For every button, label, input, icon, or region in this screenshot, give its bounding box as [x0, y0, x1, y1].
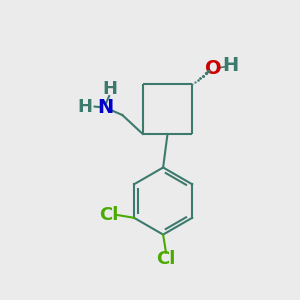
Text: N: N	[97, 98, 113, 117]
Text: Cl: Cl	[100, 206, 119, 224]
Text: H: H	[222, 56, 238, 76]
Text: Cl: Cl	[156, 250, 176, 268]
Text: H: H	[102, 80, 117, 98]
Text: H: H	[77, 98, 92, 116]
Text: O: O	[205, 59, 222, 78]
